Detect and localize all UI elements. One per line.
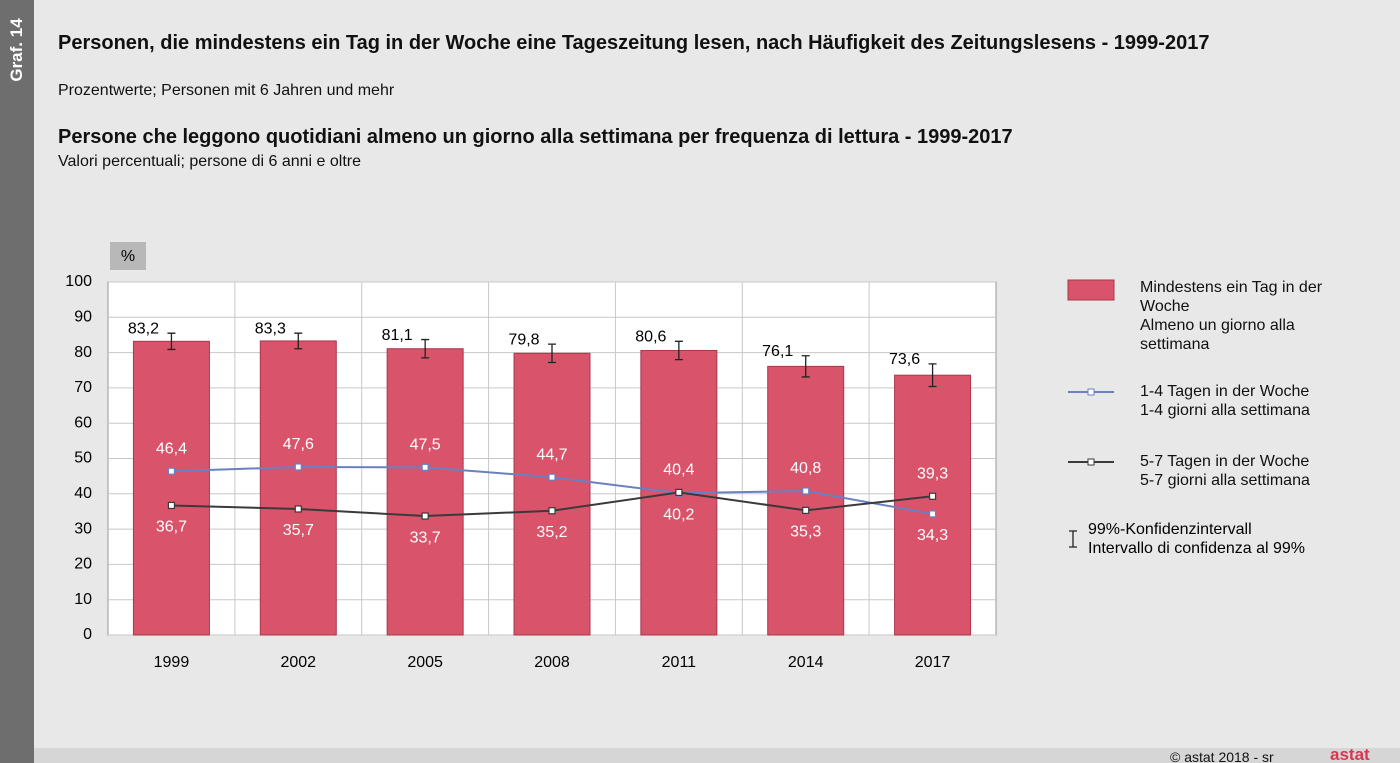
chart-subtitle: Prozentwerte; Personen mit 6 Jahren und … bbox=[58, 82, 395, 99]
error-bar bbox=[548, 343, 556, 364]
error-bar bbox=[674, 340, 683, 361]
x-tick-label: 2011 bbox=[662, 654, 697, 671]
y-tick-label: 40 bbox=[74, 485, 92, 502]
line-marker bbox=[294, 463, 302, 471]
data-label: 83,3 bbox=[255, 320, 286, 337]
line-marker bbox=[167, 467, 176, 475]
line-marker bbox=[675, 488, 683, 496]
footer: © astat 2018 - sr bbox=[1170, 749, 1274, 763]
error-bar bbox=[167, 332, 176, 351]
data-label: 44,7 bbox=[536, 446, 567, 463]
unit-box bbox=[110, 242, 146, 270]
y-tick-label: 20 bbox=[74, 556, 92, 573]
x-tick-label: 2017 bbox=[915, 654, 951, 671]
x-tick-label: 1999 bbox=[154, 654, 190, 671]
chart-title-it: Persone che leggono quotidiani almeno un… bbox=[58, 126, 1013, 148]
data-label: 40,8 bbox=[790, 460, 821, 477]
legend-entry-box: 1-4 Tagen in der Woche 1-4 giorni alla se… bbox=[1140, 383, 1310, 419]
data-label: 33,7 bbox=[410, 529, 441, 546]
line-marker bbox=[802, 487, 810, 495]
bar bbox=[132, 340, 210, 636]
y-tick-label: 50 bbox=[74, 450, 92, 467]
data-label: 83,2 bbox=[128, 320, 159, 337]
data-label: 34,3 bbox=[917, 527, 948, 544]
line-marker bbox=[802, 506, 810, 514]
chart-title: Personen, die mindestens ein Tag in der … bbox=[58, 32, 1210, 54]
data-label: 79,8 bbox=[508, 331, 539, 348]
data-label: 40,2 bbox=[663, 506, 694, 523]
data-label: 35,2 bbox=[536, 524, 567, 541]
error-bar bbox=[421, 338, 430, 359]
data-label: 40,4 bbox=[663, 462, 694, 479]
error-bar bbox=[801, 355, 810, 378]
data-label: 47,6 bbox=[283, 436, 314, 453]
unit-label: % bbox=[121, 248, 135, 265]
data-label: 39,3 bbox=[917, 465, 948, 482]
y-tick-label: 70 bbox=[74, 379, 92, 396]
x-tick-label: 2008 bbox=[534, 654, 570, 671]
legend-marker bbox=[1087, 388, 1095, 396]
chart-subtitle-it: Valori percentuali; persone di 6 anni e … bbox=[58, 153, 361, 170]
line-marker bbox=[548, 507, 556, 515]
line-marker bbox=[421, 512, 429, 520]
legend-label: Almeno un giorno alla settimana bbox=[1140, 317, 1295, 353]
line-marker bbox=[421, 463, 429, 471]
data-label: 73,6 bbox=[889, 351, 920, 368]
footer-band bbox=[34, 748, 1400, 763]
line-marker bbox=[928, 510, 937, 518]
y-tick-label: 30 bbox=[74, 520, 92, 537]
x-tick-label: 2002 bbox=[280, 654, 316, 671]
data-label: 76,1 bbox=[762, 343, 793, 360]
legend-entry-box: 5-7 Tagen in der Woche 5-7 giorni alla se… bbox=[1140, 453, 1310, 489]
data-label: 36,7 bbox=[156, 519, 187, 536]
bar bbox=[386, 348, 464, 636]
x-tick-label: 2005 bbox=[407, 654, 443, 671]
legend-label: Intervallo di confidenza al 99% bbox=[1088, 540, 1305, 557]
legend-label: 5-7 giorni alla settimana bbox=[1140, 472, 1310, 489]
side-strip bbox=[0, 0, 34, 763]
data-label: 35,3 bbox=[790, 524, 821, 541]
bar bbox=[767, 365, 845, 636]
legend-label: Mindestens ein Tag in der Woche bbox=[1140, 279, 1323, 315]
line-marker bbox=[548, 473, 556, 481]
y-tick-label: 60 bbox=[74, 414, 92, 431]
bar bbox=[894, 374, 972, 636]
data-label: 47,5 bbox=[410, 437, 441, 454]
error-bar bbox=[928, 363, 937, 388]
line-marker bbox=[167, 501, 176, 510]
data-label: 81,1 bbox=[382, 327, 413, 344]
y-tick-label: 80 bbox=[74, 344, 92, 361]
logo: astat bbox=[1330, 745, 1370, 763]
data-label: 80,6 bbox=[635, 329, 666, 346]
legend-error-icon bbox=[1069, 530, 1077, 548]
legend-marker bbox=[1087, 458, 1095, 466]
x-tick-label: 2014 bbox=[788, 654, 824, 671]
y-tick-label: 0 bbox=[83, 626, 92, 643]
legend-label: 99%-Konfidenzintervall bbox=[1088, 521, 1252, 538]
bar bbox=[259, 340, 337, 636]
legend-label: 5-7 Tagen in der Woche bbox=[1140, 453, 1310, 470]
legend-label: 1-4 giorni alla settimana bbox=[1140, 402, 1310, 419]
bar bbox=[513, 352, 591, 636]
y-tick-label: 90 bbox=[74, 309, 92, 326]
line-marker bbox=[294, 505, 302, 513]
data-label: 35,7 bbox=[283, 522, 314, 539]
data-label: 46,4 bbox=[156, 440, 187, 457]
legend-swatch bbox=[1067, 279, 1115, 301]
y-tick-label: 10 bbox=[74, 591, 92, 608]
y-tick-label: 100 bbox=[65, 273, 92, 290]
line-marker bbox=[928, 492, 937, 500]
error-bar bbox=[294, 332, 303, 350]
legend-label: 1-4 Tagen in der Woche bbox=[1140, 383, 1310, 400]
